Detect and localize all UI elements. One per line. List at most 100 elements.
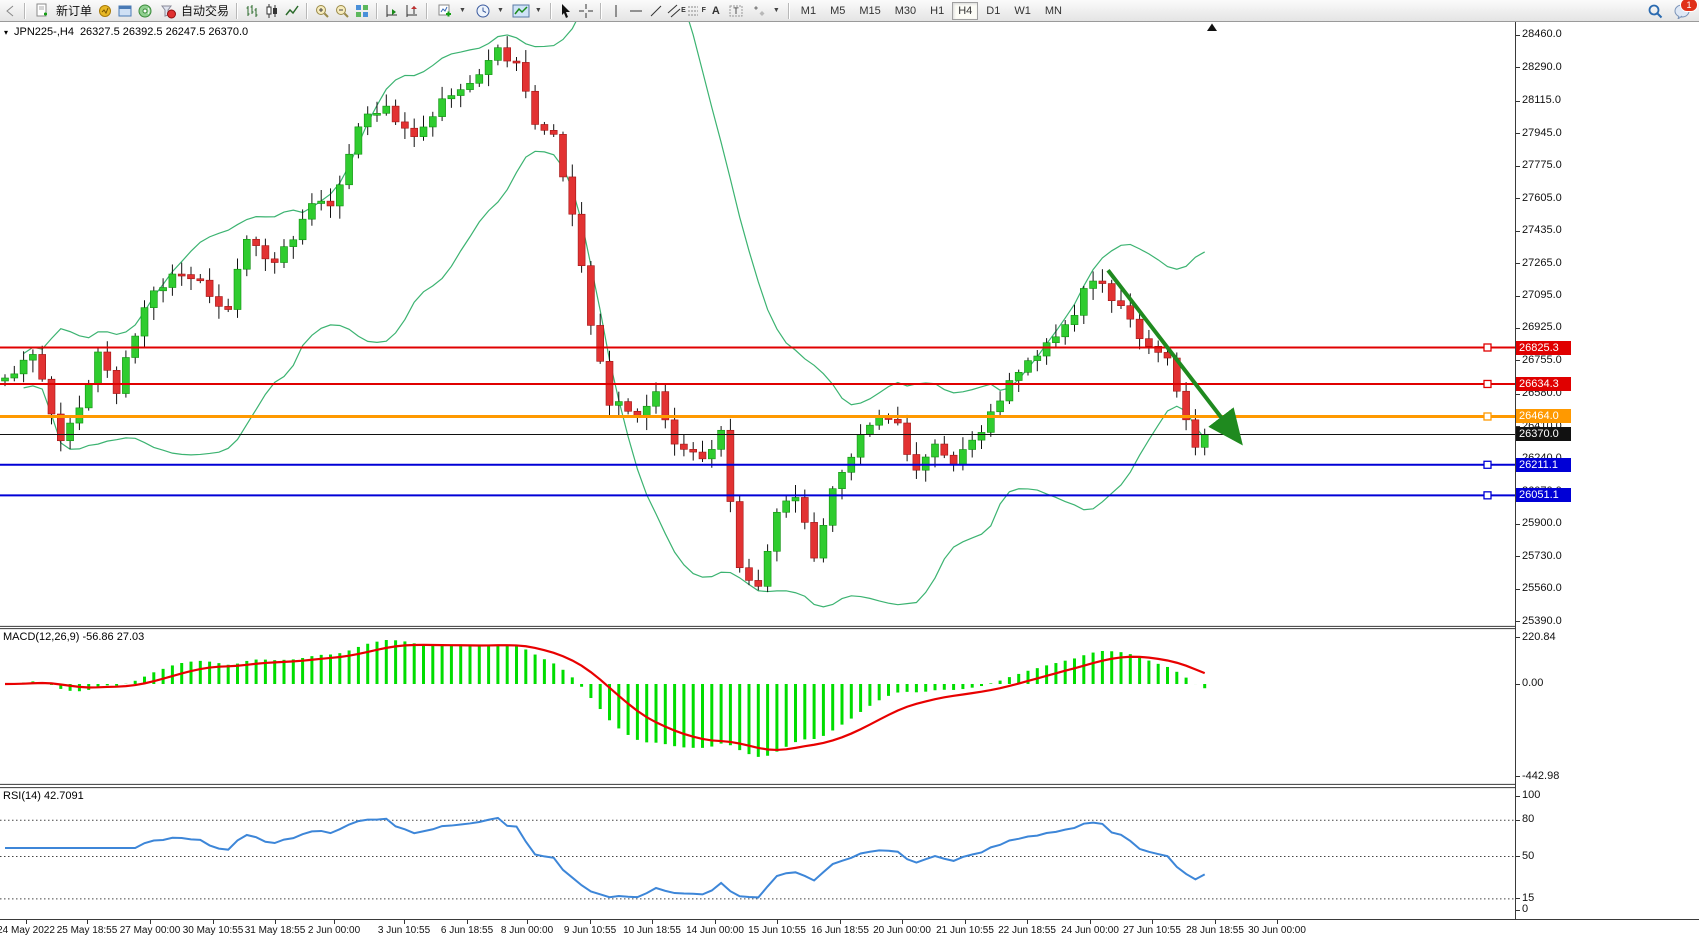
- time-axis-tick: [715, 920, 716, 924]
- symbol-dropdown-icon[interactable]: ▾: [4, 27, 9, 37]
- timeframe-m1[interactable]: M1: [800, 4, 817, 17]
- rsi-indicator-canvas[interactable]: [0, 787, 1516, 919]
- candle-body: [177, 273, 186, 277]
- level-line-handle[interactable]: [1483, 412, 1492, 421]
- channel-tool-icon[interactable]: E: [666, 2, 686, 20]
- trend-arrow-annotation[interactable]: [1106, 269, 1243, 446]
- candle-body: [745, 567, 753, 581]
- text-tool-icon[interactable]: A: [706, 2, 726, 20]
- new-order-button[interactable]: 新订单: [30, 1, 95, 21]
- timeframe-m5[interactable]: M5: [830, 4, 846, 17]
- chart-symbol-period: JPN225-,H4: [14, 26, 74, 38]
- time-tick-label: 31 May 18:55: [244, 925, 306, 936]
- candle-body: [1200, 434, 1209, 448]
- toolbar-right-group: 1: [1645, 0, 1698, 22]
- time-tick-label: 28 Jun 18:55: [1186, 925, 1244, 936]
- sound-alert-icon[interactable]: [135, 2, 155, 20]
- timeframe-mn[interactable]: MN: [1044, 4, 1062, 17]
- macd-tick-label: 0.00: [1522, 677, 1544, 689]
- candle-body: [438, 98, 446, 117]
- timeframe-h1[interactable]: H1: [930, 4, 945, 17]
- cursor-icon[interactable]: [556, 2, 576, 20]
- price-axis-tick: [1516, 556, 1520, 558]
- candle-body: [345, 153, 353, 186]
- crosshair-icon[interactable]: [576, 2, 596, 20]
- candle-body: [540, 124, 549, 131]
- chat-notifications-icon[interactable]: 1: [1673, 0, 1698, 20]
- candle-body: [280, 246, 288, 263]
- candle-body: [893, 418, 902, 424]
- candle-body: [791, 497, 800, 502]
- timeframe-w1[interactable]: W1: [1014, 4, 1031, 17]
- tile-windows-icon[interactable]: [352, 2, 372, 20]
- candle-body: [112, 370, 121, 394]
- toolbar-separator: [376, 2, 379, 19]
- text-label-tool-icon[interactable]: T: [726, 2, 746, 20]
- clipped-left-icon[interactable]: [0, 2, 20, 20]
- level-line-handle[interactable]: [1483, 460, 1492, 469]
- level-line-handle[interactable]: [1483, 491, 1492, 500]
- candle-body: [484, 60, 493, 75]
- candle-body: [122, 357, 130, 394]
- level-line-handle[interactable]: [1483, 343, 1492, 352]
- main-price-chart-canvas[interactable]: [0, 22, 1516, 627]
- time-tick-label: 25 May 18:55: [56, 925, 118, 936]
- chart-shift-icon[interactable]: [402, 2, 422, 20]
- candle-body: [1005, 380, 1014, 402]
- candle-body: [921, 456, 930, 471]
- timeframe-m15[interactable]: M15: [859, 4, 881, 17]
- templates-menu-button[interactable]: ▼: [508, 1, 546, 21]
- macd-signal-line: [4, 643, 1206, 752]
- price-axis-tick: [1516, 491, 1520, 493]
- macd-axis-tick: [1516, 637, 1520, 639]
- dropdown-arrow-icon: ▼: [496, 7, 504, 14]
- line-chart-type-icon[interactable]: [282, 2, 302, 20]
- zoom-in-icon[interactable]: [312, 2, 332, 20]
- timeframe-h4[interactable]: H4: [952, 1, 979, 20]
- fibonacci-tool-icon[interactable]: F: [686, 2, 706, 20]
- candle-body: [800, 497, 809, 523]
- candle-body: [1014, 372, 1023, 381]
- price-axis-border: [1515, 22, 1516, 919]
- rsi-axis-tick: [1516, 856, 1520, 857]
- zoom-out-icon[interactable]: [332, 2, 352, 20]
- time-tick-label: 2 Jun 00:00: [307, 925, 361, 936]
- rsi-tick-label: 100: [1522, 789, 1541, 801]
- timeframe-d1[interactable]: D1: [986, 4, 1001, 17]
- candle-body: [38, 354, 47, 380]
- candle-body: [289, 239, 298, 247]
- macd-indicator-canvas[interactable]: [0, 628, 1516, 785]
- candle-body: [10, 373, 19, 379]
- trendline-tool-icon[interactable]: [646, 2, 666, 20]
- candle-body: [382, 105, 391, 114]
- candle-body: [1042, 342, 1051, 357]
- timeframe-group: M1 M5 M15 M30 H1 H4 D1 W1 MN: [794, 1, 1069, 20]
- tick-chart-icon[interactable]: [95, 2, 115, 20]
- auto-scroll-icon[interactable]: [382, 2, 402, 20]
- candle-body: [717, 429, 725, 450]
- indicators-menu-button[interactable]: ▼: [432, 1, 470, 21]
- time-axis-tick: [902, 920, 903, 924]
- chart-shift-marker[interactable]: [1207, 23, 1217, 32]
- search-icon[interactable]: [1645, 2, 1665, 20]
- price-tick-label: 26755.0: [1522, 353, 1562, 366]
- autotrade-icon: [158, 2, 178, 20]
- candle-body: [810, 522, 818, 559]
- autotrade-button[interactable]: 自动交易: [155, 1, 232, 21]
- shapes-menu-button[interactable]: ▼: [746, 1, 784, 21]
- candle-body: [1126, 305, 1135, 320]
- rsi-axis-tick: [1516, 898, 1520, 900]
- periods-menu-button[interactable]: ▼: [470, 1, 508, 21]
- bar-chart-type-icon[interactable]: [242, 2, 262, 20]
- candle-chart-type-icon[interactable]: [262, 2, 282, 20]
- toolbar-separator: [599, 2, 602, 19]
- level-line-handle[interactable]: [1483, 379, 1492, 389]
- timeframe-m30[interactable]: M30: [894, 4, 917, 17]
- candle-body: [968, 439, 977, 450]
- candle-body: [940, 443, 949, 456]
- price-axis-tick: [1516, 360, 1520, 362]
- market-watch-icon[interactable]: [115, 2, 135, 20]
- candle-body: [707, 449, 716, 460]
- horizontal-line-tool-icon[interactable]: [626, 2, 646, 20]
- vertical-line-tool-icon[interactable]: [606, 2, 626, 20]
